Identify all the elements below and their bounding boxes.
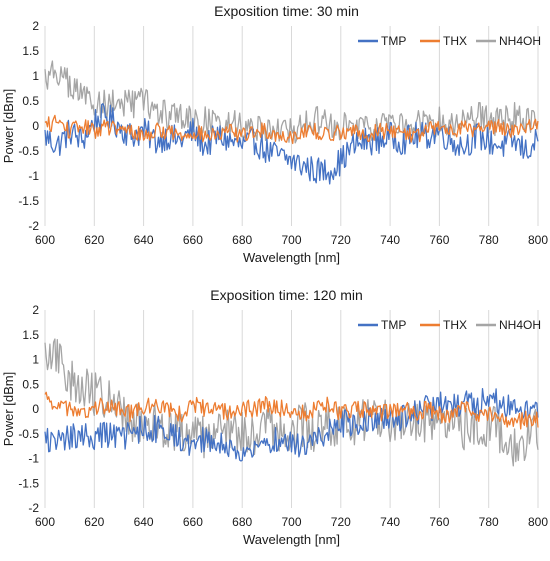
x-tick-label: 700 (281, 233, 301, 247)
y-tick-label: 0 (32, 119, 39, 133)
x-axis-title: Wavelength [nm] (243, 250, 340, 265)
x-tick-label: 740 (380, 515, 400, 529)
x-tick-label: 760 (429, 515, 449, 529)
x-tick-label: 640 (134, 233, 154, 247)
y-tick-label: 2 (32, 19, 39, 33)
y-tick-label: 2 (32, 303, 39, 317)
x-tick-label: 680 (232, 233, 252, 247)
y-tick-label: 0.5 (22, 94, 39, 108)
y-tick-label: -1.5 (18, 476, 39, 490)
y-tick-label: -1 (28, 169, 39, 183)
y-axis-title: Power [dBm] (1, 372, 16, 446)
legend-label-tmp: TMP (381, 34, 406, 48)
x-tick-label: 660 (183, 233, 203, 247)
legend-label-thx: THX (443, 318, 467, 332)
series-line-thx (44, 391, 539, 430)
series-line-nh4oh (44, 338, 539, 467)
y-tick-label: -0.5 (18, 427, 39, 441)
legend-label-thx: THX (443, 34, 467, 48)
y-tick-label: 0.5 (22, 377, 39, 391)
y-tick-label: -2 (28, 501, 39, 515)
y-tick-label: -1 (28, 452, 39, 466)
y-tick-label: 1.5 (22, 328, 39, 342)
x-tick-label: 760 (429, 233, 449, 247)
y-tick-label: 0 (32, 402, 39, 416)
y-tick-label: 1 (32, 353, 39, 367)
y-tick-label: -2 (28, 219, 39, 233)
x-axis-title: Wavelength [nm] (243, 532, 340, 547)
x-tick-label: 600 (35, 233, 55, 247)
y-tick-label: -0.5 (18, 144, 39, 158)
chart-title: Exposition time: 120 min (210, 287, 363, 303)
x-tick-label: 640 (134, 515, 154, 529)
x-tick-label: 800 (528, 233, 548, 247)
x-tick-label: 740 (380, 233, 400, 247)
legend-label-nh4oh: NH4OH (499, 34, 541, 48)
x-tick-label: 720 (331, 233, 351, 247)
x-tick-label: 700 (281, 515, 301, 529)
y-tick-label: 1.5 (22, 44, 39, 58)
x-tick-label: 620 (84, 515, 104, 529)
chart-panel-2: 600 620 640 660 680 700 720 740 760 780 800 2 1.5 1 0.… (1, 287, 548, 547)
x-tick-label: 660 (183, 515, 203, 529)
x-tick-label: 600 (35, 515, 55, 529)
series-line-thx (44, 114, 539, 145)
y-tick-label: 1 (32, 69, 39, 83)
y-axis-title: Power [dBm] (1, 89, 16, 163)
x-tick-label: 720 (331, 515, 351, 529)
y-tick-label: -1.5 (18, 194, 39, 208)
series-line-tmp (44, 387, 539, 462)
x-tick-label: 780 (479, 515, 499, 529)
x-tick-label: 620 (84, 233, 104, 247)
legend-label-tmp: TMP (381, 318, 406, 332)
chart-panel-1: 600 620 640 660 680 700 720 740 760 780 800 2 1.5 1 0.… (1, 3, 548, 265)
x-tick-label: 680 (232, 515, 252, 529)
chart-title: Exposition time: 30 min (214, 3, 359, 19)
x-tick-label: 780 (479, 233, 499, 247)
x-tick-label: 800 (528, 515, 548, 529)
series-line-nh4oh (44, 60, 539, 144)
legend-label-nh4oh: NH4OH (499, 318, 541, 332)
